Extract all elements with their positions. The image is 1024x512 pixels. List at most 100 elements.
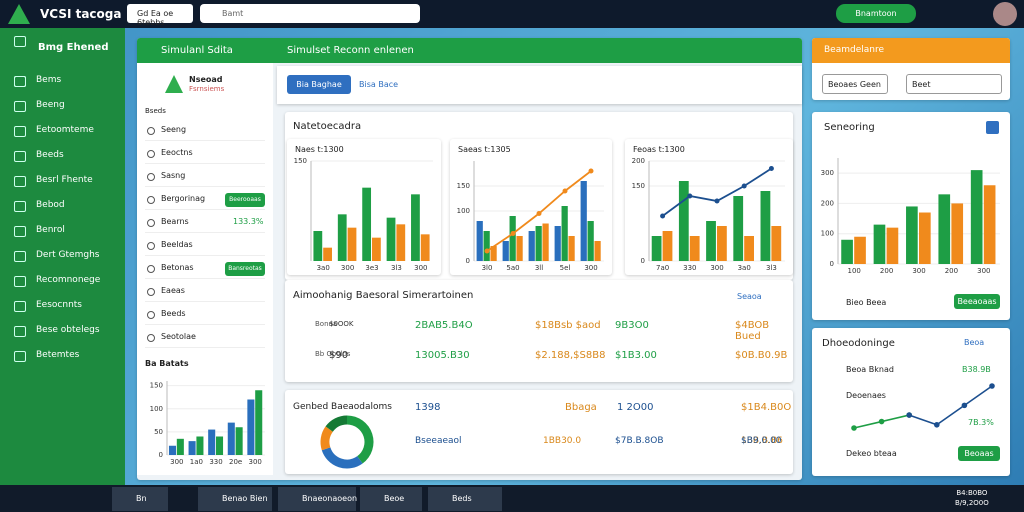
sidebar-title: Bmg Ehened	[0, 28, 125, 68]
line-point	[714, 198, 720, 204]
x-tick-label: 7a0	[656, 264, 669, 272]
sidebar-item[interactable]: Bese obtelegs	[0, 318, 125, 343]
sidebar-item[interactable]: Eesocnnts	[0, 293, 125, 318]
x-tick-label: 5a0	[506, 264, 519, 272]
x-tick-label: 3l3	[391, 264, 402, 272]
x-tick-label: 5el	[560, 264, 571, 272]
y-tick-label: 200	[821, 199, 834, 207]
bar	[476, 221, 483, 261]
bar	[561, 206, 568, 261]
sidebar-item[interactable]: Beeds	[0, 143, 125, 168]
sidebar-item[interactable]: Betemtes	[0, 343, 125, 368]
right-card-2: Dhoeodoninge Beoa Beoa Bknad Deoenaes De…	[812, 328, 1010, 476]
bar	[717, 226, 727, 261]
task-item[interactable]: Beds	[428, 487, 502, 511]
bar	[483, 231, 490, 261]
cell: Bseeaeaol	[415, 436, 462, 446]
sidebar-item[interactable]: Eetoomteme	[0, 118, 125, 143]
task-item[interactable]: Beoe	[360, 487, 422, 511]
list-item[interactable]: Seotolae	[145, 326, 265, 348]
cell: $0OOK	[329, 320, 354, 328]
bar	[938, 194, 951, 264]
list-item[interactable]: Bergorinag	[145, 188, 265, 210]
sidebar-item[interactable]: Dert Gtemghs	[0, 243, 125, 268]
cell: 1398	[415, 402, 441, 413]
list-item[interactable]: Sasng	[145, 165, 265, 187]
cell: Bonoa	[315, 320, 338, 328]
y-tick-label: 100	[457, 207, 470, 215]
select[interactable]: Beet	[906, 74, 1002, 94]
cell: $7B.B.8OB	[615, 436, 664, 446]
list-item[interactable]: Beeds	[145, 303, 265, 325]
bar	[886, 227, 899, 264]
panel-subtitle: Simulset Reconn enlenen	[287, 45, 414, 56]
bar	[906, 206, 918, 264]
right-chart-card: Seneoring 0 100 200 300 100 200 300 200 300 Bieo…	[812, 112, 1010, 320]
y-tick-label: 0	[466, 257, 470, 265]
list-item[interactable]: Seeng	[145, 119, 265, 141]
link-button[interactable]: Bisa Bace	[359, 80, 399, 89]
sidebar-item[interactable]: Recomnonege	[0, 268, 125, 293]
cell: 13005.B30	[415, 350, 470, 361]
top-button[interactable]: Bnamtoon	[836, 4, 916, 23]
simulation-link[interactable]: Seaoa	[737, 292, 762, 301]
taskbar	[0, 485, 1024, 512]
cell: 1 2O00	[617, 402, 654, 413]
bar	[568, 236, 575, 261]
toggle[interactable]	[986, 121, 999, 134]
x-tick-label: 300	[977, 267, 990, 275]
status: 133.3%	[233, 217, 264, 226]
line-point	[687, 193, 693, 199]
bar	[771, 226, 782, 261]
bar	[919, 212, 931, 264]
right2-link[interactable]: Beoa	[964, 338, 985, 347]
list-item[interactable]: Eaeas	[145, 280, 265, 302]
bar	[509, 216, 516, 261]
bar	[502, 241, 509, 261]
sidebar-item[interactable]: Bems	[0, 68, 125, 93]
task-item[interactable]: Benao Bien	[198, 487, 272, 511]
tab[interactable]: Gd Ea oe 6tebbs	[127, 4, 193, 27]
y-tick-label: 300	[821, 169, 834, 177]
line-point	[660, 213, 666, 219]
badge: Bansreotas	[225, 262, 265, 276]
right2-button[interactable]: Beoaas	[958, 446, 1000, 461]
logo-title: Nseoad	[189, 75, 223, 84]
analytics-title: Natetoecadra	[293, 121, 362, 132]
row-label: Dekeo bteaa	[846, 449, 897, 458]
chart-title: Feoas t:1300	[633, 145, 685, 154]
task-item[interactable]: Bnaeonaoeon	[278, 487, 357, 511]
primary-button[interactable]: Bia Baghae	[287, 75, 351, 94]
x-tick-label: 3a0	[317, 264, 330, 272]
search[interactable]: Bamt	[200, 4, 420, 23]
sidebar-item[interactable]: Benrol	[0, 218, 125, 243]
row-label: Deoenaes	[846, 391, 886, 400]
bar	[554, 226, 561, 261]
list-item[interactable]: Bearns	[145, 211, 265, 233]
bar	[678, 181, 689, 261]
summary-title: Genbed Baeaodaloms	[293, 402, 392, 412]
line-point	[934, 421, 940, 428]
bar	[970, 170, 983, 264]
list-item[interactable]: Eeoctns	[145, 142, 265, 164]
select[interactable]: Beoaes Geen	[822, 74, 888, 94]
status: 7B.3%	[968, 418, 994, 427]
cell: $2.188,$S8B8	[535, 350, 606, 361]
task-item[interactable]: Bn	[112, 487, 168, 511]
sidebar: Bmg Ehened Bems Beeng Eetoomteme Beeds Besrl…	[0, 28, 125, 485]
x-tick-label: 200	[945, 267, 958, 275]
bar	[528, 231, 535, 261]
bar	[535, 226, 542, 261]
bar	[587, 221, 594, 261]
simulation-card: Aimoohanig Baesoral Simerartoinen Seaoa …	[285, 280, 793, 382]
avatar[interactable]	[993, 2, 1017, 26]
sidebar-item[interactable]: Besrl Fhente	[0, 168, 125, 193]
bar	[196, 436, 204, 455]
sidebar-item[interactable]: Beeng	[0, 93, 125, 118]
sidebar-item[interactable]: Bebod	[0, 193, 125, 218]
list-item[interactable]: Beeldas	[145, 234, 265, 256]
line-point	[484, 248, 490, 254]
list-item[interactable]: Betonas	[145, 257, 265, 279]
right-button[interactable]: Beeaoaas	[954, 294, 1000, 309]
